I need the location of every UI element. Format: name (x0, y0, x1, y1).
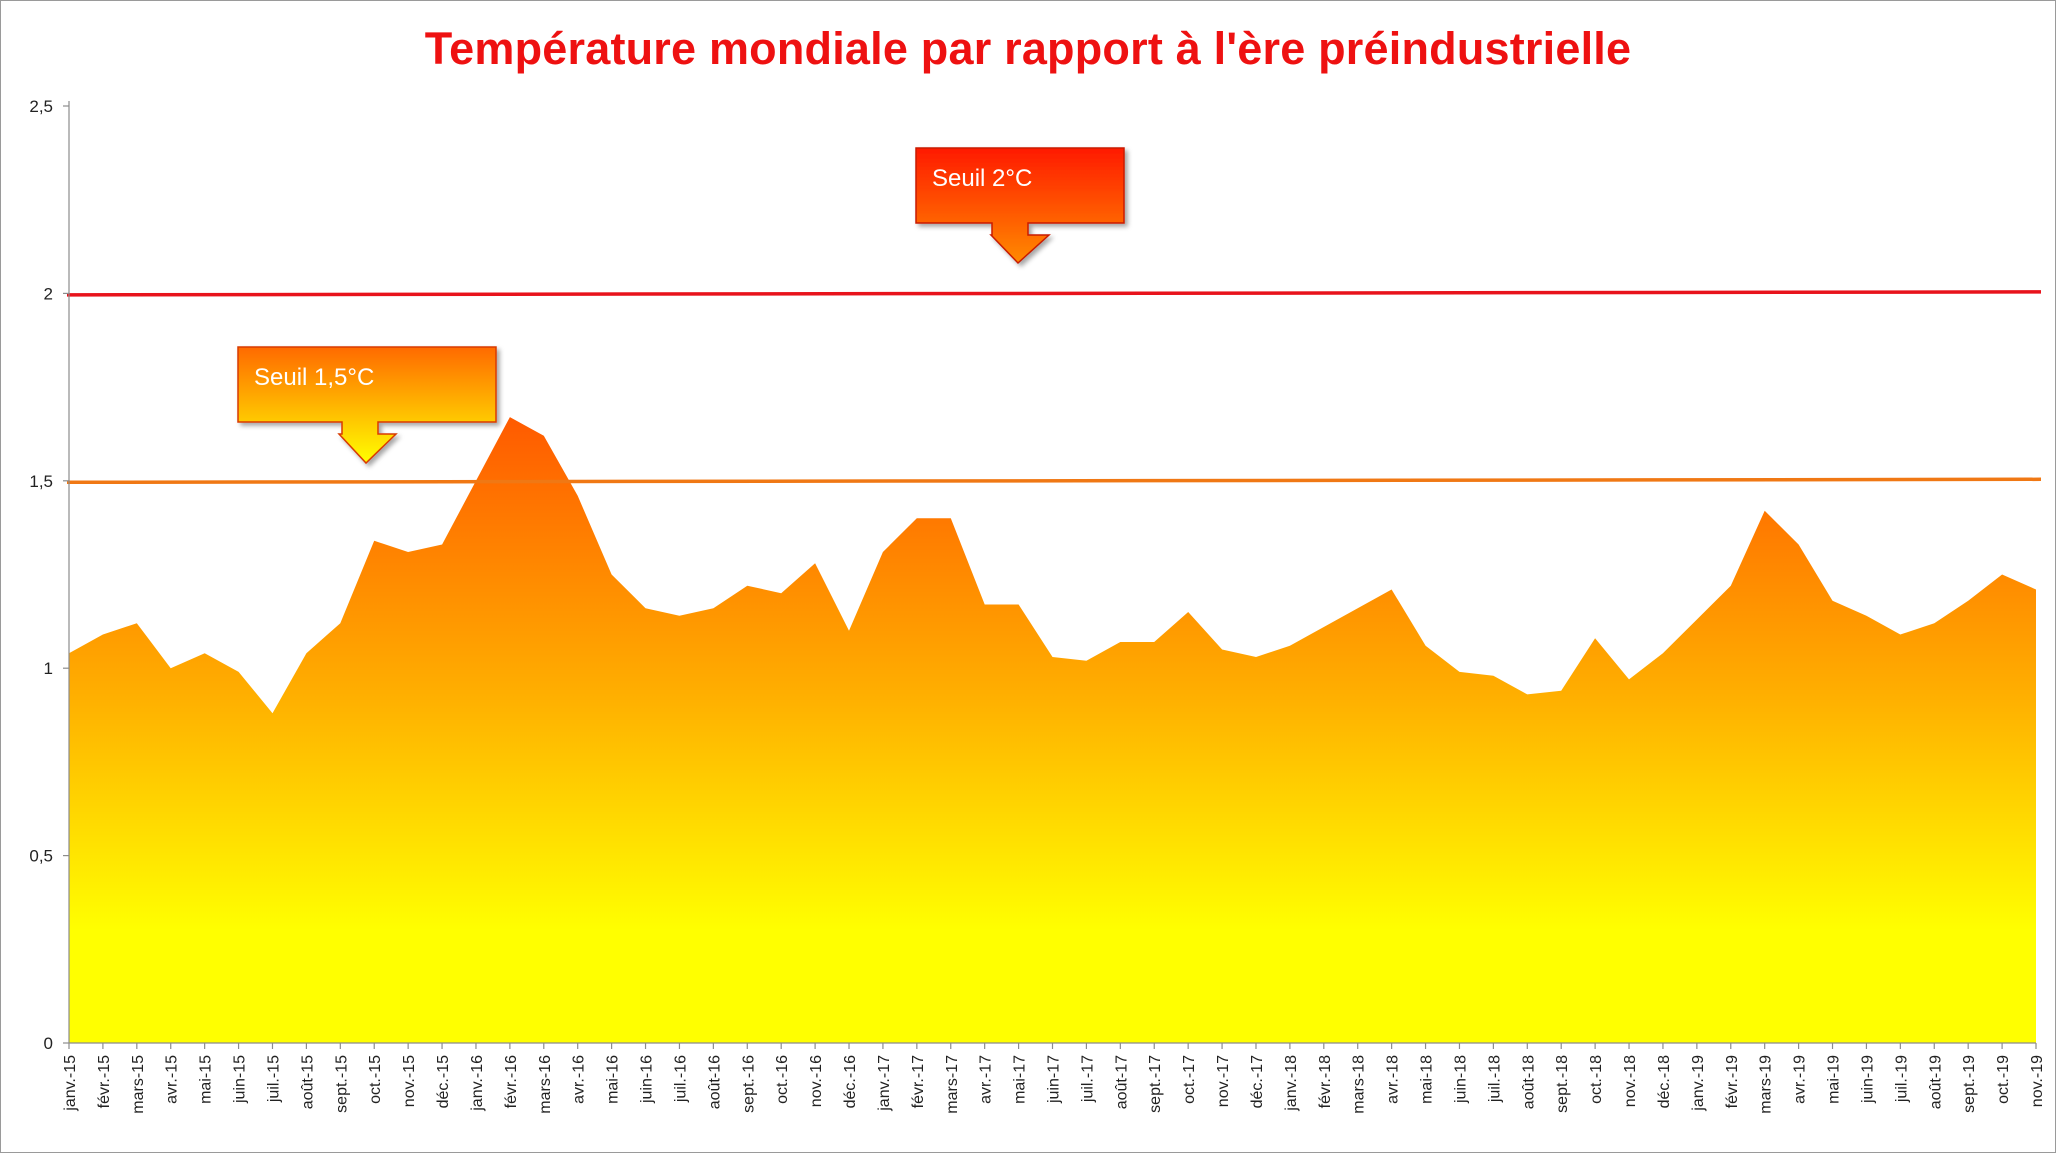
chart-title: Température mondiale par rapport à l'ère… (424, 23, 1632, 74)
temperature-area (69, 417, 2036, 1044)
x-tick-label: mai-19 (1826, 1055, 1843, 1104)
x-tick-label: juin-15 (232, 1055, 249, 1104)
x-tick-label: juin-19 (1859, 1055, 1876, 1104)
x-tick-label: mai-18 (1419, 1055, 1436, 1104)
x-tick-label: juil.-18 (1486, 1055, 1503, 1103)
x-tick-label: août-18 (1520, 1055, 1537, 1109)
callout-threshold-2: Seuil 2°C (915, 147, 1125, 265)
x-tick-label: juil.-17 (1079, 1055, 1096, 1103)
x-tick-label: déc.-18 (1656, 1055, 1673, 1108)
x-tick-label: mars-18 (1351, 1055, 1368, 1114)
x-tick-label: déc.-15 (435, 1055, 452, 1108)
x-tick-label: mai-15 (198, 1055, 215, 1104)
x-tick-label: juil.-15 (265, 1055, 282, 1103)
x-tick-label: nov.-17 (1215, 1055, 1232, 1107)
x-tick-label: sept.-17 (1147, 1055, 1164, 1113)
x-tick-label: juil.-19 (1893, 1055, 1910, 1103)
x-tick-label: avr.-17 (978, 1055, 995, 1104)
x-tick-label: janv.-15 (62, 1055, 79, 1112)
x-tick-label: juil.-16 (672, 1055, 689, 1103)
x-tick-label: mars-16 (537, 1055, 554, 1114)
x-tick-label: avr.-18 (1385, 1055, 1402, 1104)
x-tick-label: oct.-16 (774, 1055, 791, 1104)
x-tick-label: mai-16 (605, 1055, 622, 1104)
x-tick-label: janv.-17 (876, 1055, 893, 1112)
x-tick-label: août-19 (1927, 1055, 1944, 1109)
x-tick-label: août-17 (1113, 1055, 1130, 1109)
x-tick-label: janv.-18 (1283, 1055, 1300, 1112)
x-tick-label: mars-17 (944, 1055, 961, 1114)
y-tick-label: 0,5 (29, 847, 53, 866)
x-tick-label: nov.-16 (808, 1055, 825, 1107)
x-tick-label: févr.-16 (503, 1055, 520, 1108)
x-tick-label: oct.-17 (1181, 1055, 1198, 1104)
x-tick-label: nov.-19 (2029, 1055, 2046, 1107)
callout-threshold-15: Seuil 1,5°C (237, 346, 497, 465)
x-tick-label: sept.-18 (1554, 1055, 1571, 1113)
x-tick-label: sept.-16 (740, 1055, 757, 1113)
x-tick-label: mars-15 (130, 1055, 147, 1114)
x-tick-label: juin-18 (1452, 1055, 1469, 1104)
y-tick-label: 2 (44, 284, 53, 303)
x-tick-label: oct.-19 (1995, 1055, 2012, 1104)
x-tick-label: févr.-15 (96, 1055, 113, 1108)
x-tick-label: janv.-19 (1690, 1055, 1707, 1112)
x-tick-label: févr.-17 (910, 1055, 927, 1108)
threshold-line-0 (66, 290, 2042, 297)
x-tick-label: oct.-15 (367, 1055, 384, 1104)
x-tick-label: févr.-18 (1317, 1055, 1334, 1108)
y-tick-label: 0 (44, 1034, 53, 1053)
x-tick-label: oct.-18 (1588, 1055, 1605, 1104)
x-tick-label: déc.-16 (842, 1055, 859, 1108)
x-tick-label: déc.-17 (1249, 1055, 1266, 1108)
x-tick-label: avr.-16 (571, 1055, 588, 1104)
y-tick-label: 1,5 (29, 472, 53, 491)
x-tick-label: févr.-19 (1724, 1055, 1741, 1108)
x-tick-label: avr.-15 (164, 1055, 181, 1104)
y-tick-label: 2,5 (29, 97, 53, 116)
x-tick-label: sept.-19 (1961, 1055, 1978, 1113)
y-tick-label: 1 (44, 659, 53, 678)
x-tick-label: sept.-15 (333, 1055, 350, 1113)
x-tick-label: août-16 (706, 1055, 723, 1109)
x-tick-label: nov.-15 (401, 1055, 418, 1107)
x-tick-label: mars-19 (1758, 1055, 1775, 1114)
callout-threshold-15-label: Seuil 1,5°C (254, 364, 374, 391)
x-tick-label: nov.-18 (1622, 1055, 1639, 1107)
threshold-line-1 (66, 477, 2042, 485)
x-tick-label: juin-16 (639, 1055, 656, 1104)
callout-threshold-2-label: Seuil 2°C (932, 165, 1032, 192)
x-tick-label: avr.-19 (1792, 1055, 1809, 1104)
x-tick-label: mai-17 (1012, 1055, 1029, 1104)
x-tick-label: juin-17 (1046, 1055, 1063, 1104)
x-tick-label: août-15 (299, 1055, 316, 1109)
x-tick-label: janv.-16 (469, 1055, 486, 1112)
